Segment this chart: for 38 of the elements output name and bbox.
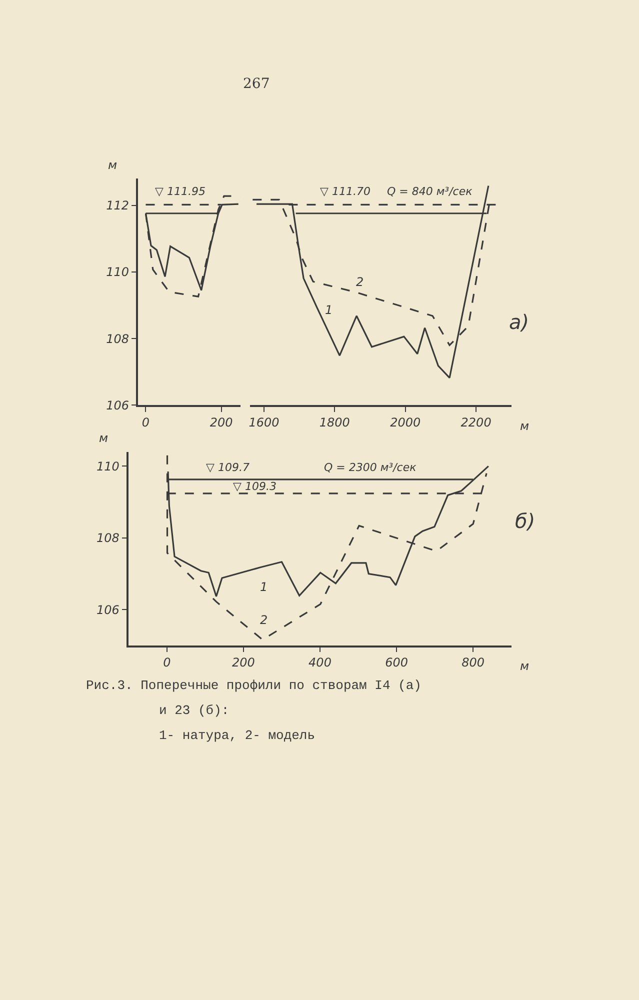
y-tick-label: 112 bbox=[106, 198, 130, 213]
x-tick-label: 200 bbox=[232, 656, 256, 670]
text: 1- натура, 2- модель bbox=[159, 728, 316, 743]
x-tick-label: 600 bbox=[385, 656, 408, 670]
annotation: 2 bbox=[260, 613, 268, 627]
x-axis-title: м bbox=[520, 419, 530, 433]
x-tick-label: 1800 bbox=[319, 415, 350, 430]
y-tick-label: 110 bbox=[106, 265, 130, 280]
x-axis-title: м bbox=[520, 659, 530, 673]
annotation: Q = 2300 м³/сек bbox=[324, 461, 417, 474]
text: Q = 840 м³/сек bbox=[387, 185, 473, 198]
text: б) bbox=[515, 509, 536, 533]
x-tick-label: 0 bbox=[163, 656, 172, 670]
annotation: 1 bbox=[325, 303, 333, 317]
x-tick-label: 200 bbox=[210, 415, 234, 430]
text: и 23 (б): bbox=[159, 703, 230, 718]
annotation: 1 bbox=[260, 580, 268, 594]
y-tick-label: 110 bbox=[96, 459, 120, 474]
y-axis-title: м bbox=[108, 158, 118, 172]
annotation: ▽ 111.95 bbox=[155, 185, 206, 198]
text: ▽ 111.70 bbox=[320, 185, 370, 198]
x-tick-label: 800 bbox=[462, 656, 485, 670]
x-tick-label: 0 bbox=[142, 415, 150, 430]
y-tick-label: 108 bbox=[96, 531, 120, 546]
annotation: а) bbox=[509, 310, 530, 334]
text: Рис.3. Поперечные профили по створам I4 (а) bbox=[86, 678, 422, 693]
y-tick-label: 106 bbox=[106, 398, 130, 412]
x-tick-label: 2200 bbox=[460, 415, 492, 430]
x-tick-label: 400 bbox=[308, 656, 332, 670]
annotation: ▽ 109.7 bbox=[206, 461, 250, 474]
x-tick-label: 1600 bbox=[248, 415, 280, 430]
y-axis-title: м bbox=[99, 431, 108, 445]
text: 267 bbox=[243, 76, 270, 92]
y-tick-label: 106 bbox=[96, 602, 120, 617]
y-tick-label: 108 bbox=[106, 332, 130, 346]
annotation: 2 bbox=[356, 275, 364, 289]
x-tick-label: 2000 bbox=[390, 415, 421, 430]
annotation: ▽ 109.3 bbox=[233, 480, 276, 493]
